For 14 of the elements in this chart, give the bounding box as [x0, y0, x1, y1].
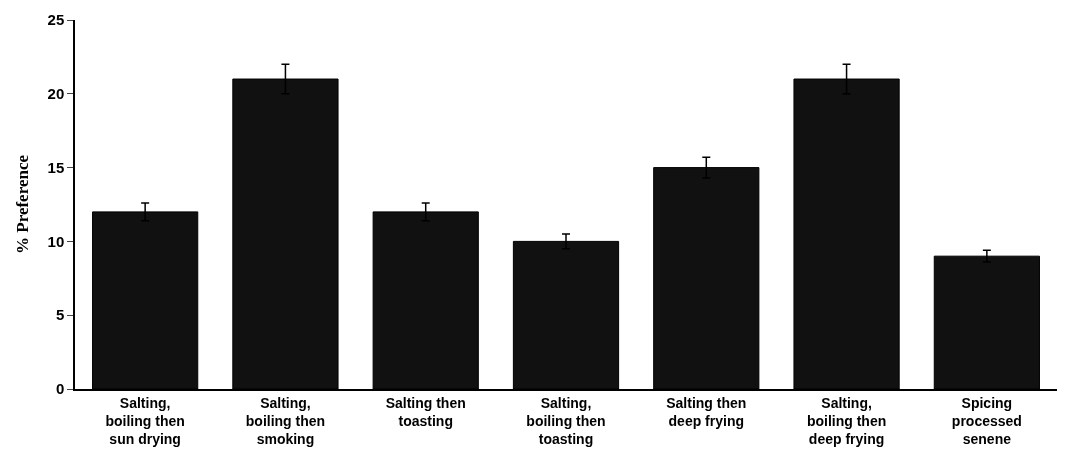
- y-tick-label: 10: [47, 232, 65, 250]
- x-tick-label: Salting, boiling then deep frying: [806, 394, 887, 447]
- x-tick-label: Salting then deep frying: [666, 394, 747, 429]
- x-tick-label: Spicing processed senene: [951, 394, 1022, 447]
- x-tick-label: Salting, boiling then sun drying: [105, 394, 185, 447]
- x-tick-label: Salting, boiling then toasting: [526, 394, 606, 447]
- y-axis-title: % Preference: [12, 154, 32, 254]
- y-tick-label: 5: [55, 306, 65, 324]
- x-tick-label: Salting, boiling then smoking: [245, 394, 326, 447]
- y-tick-label: 15: [47, 158, 65, 176]
- y-tick-label: 0: [55, 380, 65, 398]
- y-tick-label: 25: [47, 11, 65, 29]
- y-tick-label: 20: [47, 85, 65, 103]
- x-tick-label: Salting then toasting: [385, 394, 466, 429]
